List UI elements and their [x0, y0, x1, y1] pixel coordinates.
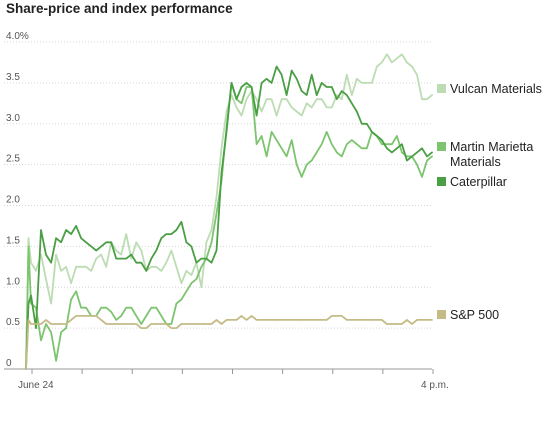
y-tick-label: 0 — [6, 358, 12, 369]
y-tick-label: 3.5 — [6, 72, 20, 83]
y-tick-label: 1.0 — [6, 276, 20, 287]
legend-swatch — [437, 142, 446, 151]
legend: Vulcan Materials Martin MariettaMaterials… — [437, 82, 542, 322]
y-axis: 4.0% 3.5 3.0 2.5 2.0 1.5 1.0 0.5 0 — [6, 31, 29, 369]
x-axis: June 24 4 p.m. — [18, 369, 449, 391]
legend-swatch — [437, 177, 446, 186]
y-tick-label: 0.5 — [6, 317, 20, 328]
x-tick-label: 4 p.m. — [421, 380, 449, 391]
y-tick-label: 4.0% — [6, 31, 29, 42]
series-lines — [25, 53, 433, 370]
legend-label: Vulcan Materials — [450, 82, 542, 96]
y-tick-label: 1.5 — [6, 235, 20, 246]
series-line-4 — [25, 315, 433, 370]
grid — [4, 41, 432, 370]
legend-label: Martin Marietta — [450, 140, 533, 154]
legend-swatch — [437, 310, 446, 319]
y-tick-label: 3.0 — [6, 113, 20, 124]
chart-title: Share-price and index performance — [6, 1, 233, 16]
legend-label: Materials — [450, 155, 501, 169]
series-line-3 — [25, 65, 433, 370]
series-line-2 — [25, 82, 433, 370]
legend-label: S&P 500 — [450, 308, 499, 322]
y-tick-label: 2.0 — [6, 195, 20, 206]
y-tick-label: 2.5 — [6, 154, 20, 165]
series-line-1 — [25, 53, 433, 370]
legend-label: Caterpillar — [450, 175, 507, 189]
legend-swatch — [437, 84, 446, 93]
x-tick-label: June 24 — [18, 380, 54, 391]
